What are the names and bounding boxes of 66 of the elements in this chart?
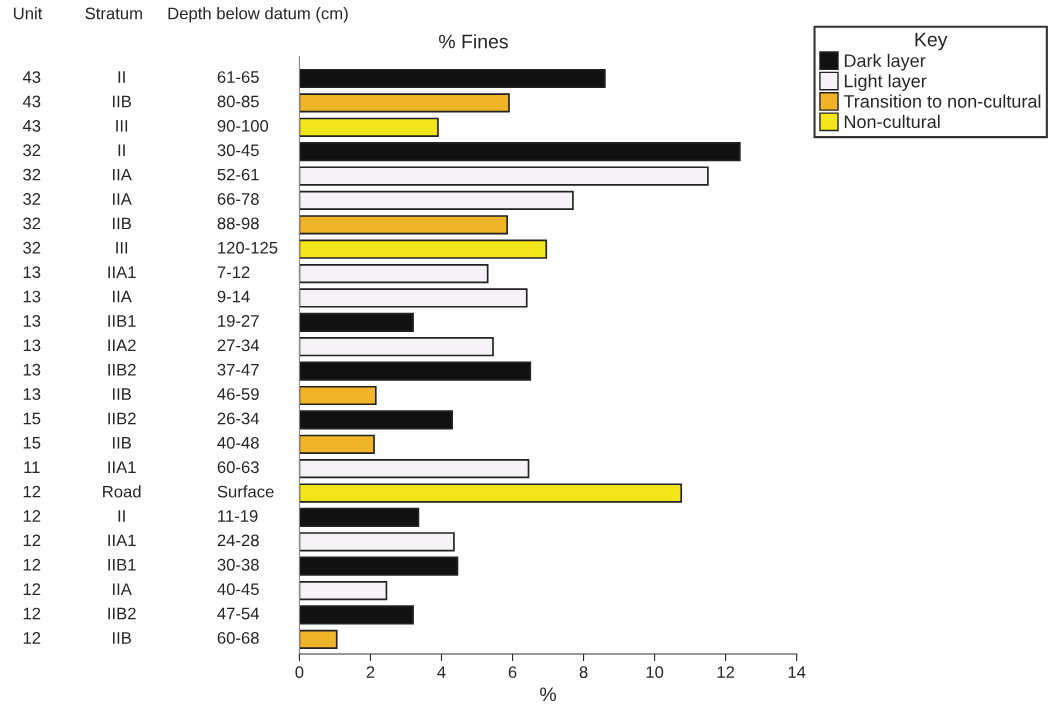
bar — [299, 93, 510, 113]
x-tick-label: 2 — [366, 666, 375, 678]
category-label: 13 IIA2 27-34 — [23, 339, 260, 352]
x-tick-label: 10 — [646, 666, 664, 679]
bar — [299, 337, 494, 357]
category-label: 15 IIB 40-48 — [23, 436, 259, 449]
category-label: 12 Road Surface — [23, 485, 274, 498]
category-label: 32 II 30-45 — [23, 144, 259, 157]
category-label: 13 IIA1 7-12 — [23, 266, 250, 279]
bar — [299, 556, 459, 576]
x-tick-label: 12 — [717, 666, 735, 678]
category-label: 12 IIA 40-45 — [23, 583, 259, 596]
legend-label: Non-cultural — [844, 114, 940, 129]
bar — [299, 239, 548, 259]
bar — [299, 507, 420, 528]
category-label: 32 III 120-125 — [23, 241, 278, 254]
bar — [299, 312, 414, 332]
category-label: 13 IIB 46-59 — [23, 388, 259, 400]
category-label: 32 IIA 66-78 — [23, 193, 259, 205]
bar — [299, 142, 741, 162]
x-axis-title: % — [540, 687, 556, 702]
bar — [299, 361, 532, 381]
chart-title: % Fines — [439, 34, 508, 49]
text: Depth below datum (cm) — [168, 7, 348, 23]
category-label: 13 IIB2 37-47 — [23, 363, 259, 376]
bar — [299, 605, 414, 625]
text: Stratum — [85, 7, 142, 20]
text: Unit — [13, 7, 43, 20]
category-label: 43 II 61-65 — [22, 71, 259, 83]
bar — [299, 68, 606, 89]
category-label: 12 IIB2 47-54 — [23, 607, 260, 620]
x-tick-label: 0 — [295, 666, 304, 679]
bar — [299, 580, 388, 601]
bar — [299, 385, 377, 406]
category-label: 11 IIA1 60-63 — [24, 461, 259, 474]
x-tick-label: 14 — [788, 666, 806, 678]
category-label: 43 III 90-100 — [22, 119, 269, 132]
bar — [299, 190, 574, 211]
bar — [299, 532, 455, 552]
category-label: 12 II 11-19 — [23, 510, 258, 522]
category-label: 15 IIB2 26-34 — [23, 412, 260, 425]
bar — [299, 215, 509, 235]
category-label: 13 IIA 9-14 — [23, 290, 250, 303]
category-label: 12 IIB1 30-38 — [23, 558, 259, 571]
bar — [299, 288, 528, 308]
bar — [299, 166, 709, 186]
category-label: 12 IIB 60-68 — [23, 632, 259, 644]
category-label: 13 IIB1 19-27 — [23, 315, 259, 327]
bar — [299, 117, 439, 137]
legend-label: Dark layer — [844, 53, 926, 71]
x-tick-label: 4 — [437, 666, 446, 678]
bar — [299, 263, 489, 284]
bar — [299, 434, 375, 454]
bar — [299, 459, 530, 479]
legend-label: Light layer — [844, 74, 927, 91]
legend-title: Key — [915, 32, 948, 51]
category-label: 43 IIB 80-85 — [22, 95, 259, 108]
category-label: 32 IIA 52-61 — [23, 168, 259, 181]
category-label: 32 IIB 88-98 — [23, 217, 259, 230]
bar — [299, 410, 453, 430]
bar — [299, 483, 683, 503]
bar — [299, 629, 338, 649]
category-label: 12 IIA1 24-28 — [23, 534, 259, 547]
x-tick-label: 8 — [579, 666, 588, 679]
legend-label: Transition to non-cultural — [843, 94, 1041, 108]
x-tick-label: 6 — [508, 666, 517, 679]
